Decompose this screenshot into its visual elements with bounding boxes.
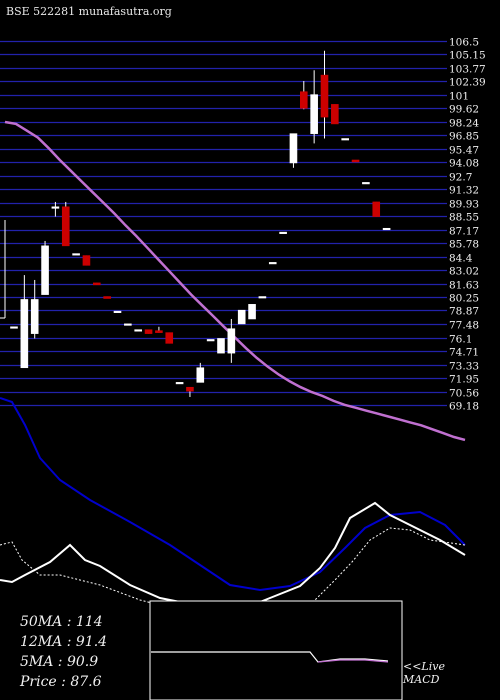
- candle-body: [289, 133, 298, 164]
- candle-body: [103, 296, 111, 299]
- price-tick-label: 92.7: [449, 172, 472, 184]
- price-tick-label: 89.93: [449, 199, 479, 211]
- macd-box-pink-line: [317, 659, 389, 663]
- candle-body: [227, 328, 236, 354]
- price-tick-label: 78.87: [449, 306, 479, 318]
- candle-body: [237, 309, 246, 325]
- candle-body: [41, 245, 49, 295]
- candle-body: [186, 386, 194, 392]
- stat-price: Price : 87.6: [20, 674, 102, 690]
- candle-body: [155, 330, 163, 333]
- price-tick-label: 84.4: [449, 253, 473, 265]
- candle-body: [175, 382, 184, 385]
- candle-body: [341, 138, 350, 141]
- candle-body: [61, 206, 70, 247]
- price-tick-label: 94.08: [449, 158, 479, 170]
- ma-stats: 50MA : 114 12MA : 91.4 5MA : 90.9 Price …: [20, 612, 107, 692]
- macd-label: <<Live MACD: [403, 660, 445, 686]
- price-tick-label: 99.62: [449, 104, 479, 116]
- candle-body: [10, 326, 18, 329]
- candle-body: [30, 299, 39, 334]
- candle-body: [51, 206, 60, 209]
- stat-label: Price: [20, 674, 57, 690]
- candle-body: [299, 91, 308, 109]
- price-tick-label: 95.47: [449, 145, 479, 157]
- price-tick-label: 98.24: [449, 118, 479, 130]
- candle-body: [196, 367, 205, 383]
- stat-5ma: 5MA : 90.9: [20, 654, 99, 670]
- price-tick-label: 81.63: [449, 280, 479, 292]
- price-tick-label: 83.02: [449, 266, 479, 278]
- price-tick-label: 85.78: [449, 239, 479, 251]
- price-tick-label: 80.25: [449, 293, 479, 305]
- price-tick-label: 70.56: [449, 388, 479, 400]
- price-tick-label: 71.95: [449, 374, 479, 386]
- stat-label: 12MA: [20, 634, 63, 650]
- candle-body: [72, 253, 80, 256]
- candle-body: [20, 299, 29, 369]
- candle-body: [258, 296, 267, 299]
- price-tick-label: 73.33: [449, 361, 479, 373]
- candle-body: [351, 159, 360, 163]
- stat-value: 87.6: [70, 674, 102, 690]
- price-tick-label: 77.48: [449, 320, 479, 332]
- candle-body: [382, 227, 391, 231]
- candle-body: [82, 255, 91, 266]
- macd-box: [149, 600, 403, 700]
- price-tick-label: 74.71: [449, 347, 479, 359]
- symbol-label: BSE 522281: [6, 5, 76, 18]
- price-tick-label: 87.17: [449, 226, 479, 238]
- macd-title: MACD: [403, 673, 440, 686]
- stat-value: 114: [75, 614, 103, 630]
- candle-body: [144, 329, 153, 334]
- candle-body: [279, 231, 287, 234]
- candle-body: [217, 338, 225, 354]
- price-tick-label: 69.18: [449, 401, 479, 413]
- live-link[interactable]: <<Live: [403, 660, 445, 673]
- candle-body: [310, 94, 318, 134]
- price-tick-label: 101: [449, 91, 469, 103]
- candle-body: [331, 104, 339, 125]
- price-tick-label: 88.55: [449, 212, 479, 224]
- stat-50ma: 50MA : 114: [20, 614, 103, 630]
- price-tick-label: 91.32: [449, 185, 479, 197]
- indicator-blue-line: [0, 397, 466, 592]
- candle-body: [165, 332, 174, 344]
- candle-body: [372, 201, 381, 217]
- candle-body: [268, 262, 277, 265]
- stat-value: 90.9: [66, 654, 99, 670]
- price-tick-label: 102.39: [449, 77, 486, 89]
- site-label: munafasutra.org: [78, 5, 172, 18]
- chart-header: BSE 522281 munafasutra.org: [6, 5, 172, 18]
- stat-12ma: 12MA : 91.4: [20, 634, 108, 650]
- price-tick-label: 106.5: [449, 37, 479, 49]
- candle-body: [206, 339, 215, 342]
- candle-body: [362, 182, 370, 185]
- price-tick-label: 105.15: [449, 50, 486, 62]
- candle-body: [248, 304, 256, 320]
- candle-body: [93, 282, 101, 286]
- stat-value: 91.4: [75, 634, 108, 650]
- candle-body: [320, 74, 329, 118]
- candle-body: [134, 329, 142, 332]
- macd-white-line: [0, 501, 466, 614]
- price-tick-label: 103.77: [449, 64, 486, 76]
- candle-body: [124, 323, 132, 326]
- signal-dotted-line: [0, 527, 466, 625]
- price-tick-label: 96.85: [449, 131, 479, 143]
- price-tick-label: 76.1: [449, 334, 472, 346]
- candle-body: [113, 310, 122, 313]
- stat-label: 50MA: [20, 614, 63, 630]
- stat-label: 5MA: [20, 654, 54, 670]
